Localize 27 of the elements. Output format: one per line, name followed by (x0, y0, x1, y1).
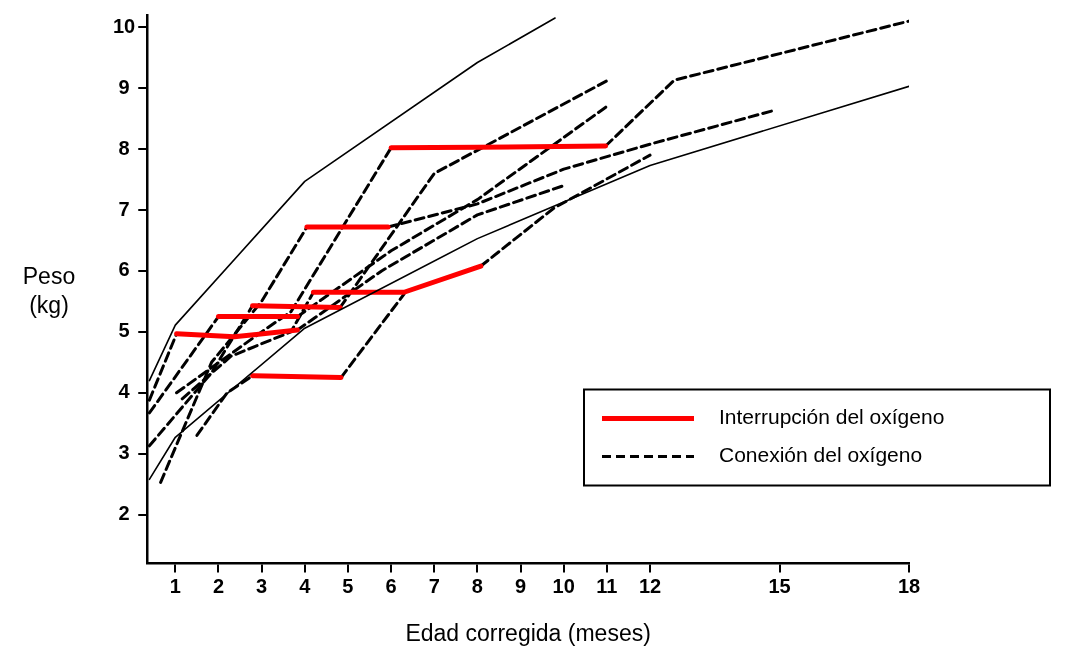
x-tick-label: 2 (212, 574, 225, 597)
y-tick-label: 4 (118, 380, 131, 403)
x-tick-label: 6 (385, 574, 397, 597)
x-tick-label: 8 (471, 574, 483, 597)
x-tick-label: 7 (428, 574, 440, 597)
y-tick-label: 6 (118, 258, 130, 281)
x-tick-label: 11 (596, 574, 618, 597)
x-tick-label: 9 (515, 574, 527, 597)
x-tick-label: 10 (552, 574, 575, 597)
y-tick-label: 5 (118, 319, 130, 342)
y-tick-label: 7 (118, 197, 130, 220)
y-tick-label: 10 (113, 14, 136, 37)
legend-label: Interrupción del oxígeno (719, 405, 945, 429)
x-tick-label: 3 (256, 574, 268, 597)
y-tick-label: 3 (118, 441, 130, 464)
x-tick-label: 5 (342, 574, 354, 597)
x-tick-label: 1 (169, 574, 181, 597)
x-tick-label: 4 (299, 574, 312, 597)
x-axis-title: Edad corregida (meses) (405, 619, 651, 646)
x-tick-label: 18 (897, 574, 921, 597)
x-tick-label: 15 (768, 574, 791, 597)
y-tick-label: 8 (118, 136, 130, 159)
legend-label: Conexión del oxígeno (719, 443, 923, 467)
x-tick-label: 12 (638, 574, 662, 597)
y-axis-title: Peso (kg) (21, 262, 77, 320)
y-tick-label: 2 (118, 502, 130, 525)
y-tick-label: 9 (118, 75, 130, 98)
